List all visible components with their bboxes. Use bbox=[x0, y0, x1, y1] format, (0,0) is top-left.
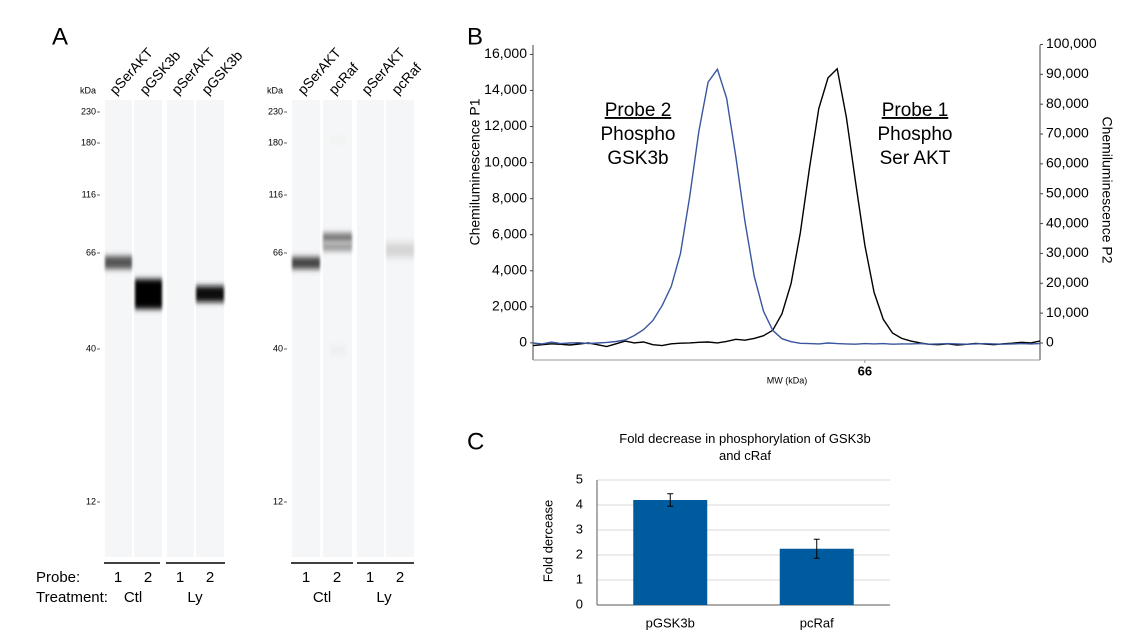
annotation: Phospho bbox=[877, 124, 952, 145]
probe-label: Probe: bbox=[36, 569, 80, 586]
marker-label: 180 bbox=[81, 137, 96, 147]
y-tick-label: 4 bbox=[576, 496, 583, 511]
y-tick-label: 2,000 bbox=[492, 298, 527, 314]
y-tick-label: 1 bbox=[576, 571, 583, 586]
probe-number: 2 bbox=[206, 569, 214, 586]
series-name: Probe 1 bbox=[882, 100, 949, 121]
y-tick-label: 0 bbox=[519, 334, 527, 350]
x-tick-label: pGSK3b bbox=[646, 615, 695, 630]
annotation: GSK3b bbox=[607, 148, 668, 169]
panel-label: C bbox=[467, 428, 484, 455]
y2-tick-label: 90,000 bbox=[1046, 65, 1089, 81]
treatment-label: Ctl bbox=[313, 589, 331, 606]
probe-number: 1 bbox=[302, 569, 310, 586]
marker-label: 116 bbox=[269, 189, 283, 199]
treatment-label: Ly bbox=[187, 589, 203, 606]
marker-label: 40 bbox=[86, 343, 96, 353]
y2-tick-label: 40,000 bbox=[1046, 214, 1089, 230]
marker-label: 230 bbox=[268, 106, 283, 116]
chart-title: Fold decrease in phosphorylation of GSK3… bbox=[619, 431, 871, 463]
marker-label: 40 bbox=[273, 343, 283, 353]
marker-label: 12 bbox=[86, 496, 96, 506]
kda-label: kDa bbox=[80, 85, 96, 95]
x-tick-label: pcRaf bbox=[800, 615, 834, 630]
y2-tick-label: 70,000 bbox=[1046, 125, 1089, 141]
y2-tick-label: 50,000 bbox=[1046, 184, 1089, 200]
y-tick-label: 4,000 bbox=[492, 261, 527, 277]
probe-number: 2 bbox=[144, 569, 152, 586]
y-tick-label: 2 bbox=[576, 546, 583, 561]
y2-tick-label: 0 bbox=[1046, 334, 1054, 350]
treatment-label: Treatment: bbox=[36, 589, 108, 606]
series-line bbox=[532, 67, 1041, 345]
y2-axis-label: Chemiluminescence P2 bbox=[1099, 116, 1115, 263]
y-tick-label: 5 bbox=[576, 471, 583, 486]
x-axis-label: MW (kDa) bbox=[767, 375, 808, 385]
y2-tick-label: 80,000 bbox=[1046, 95, 1089, 111]
y2-tick-label: 60,000 bbox=[1046, 155, 1089, 171]
y-tick-label: 8,000 bbox=[492, 189, 527, 205]
marker-label: 180 bbox=[268, 137, 283, 147]
panel-label: A bbox=[52, 23, 68, 50]
probe-number: 2 bbox=[396, 569, 404, 586]
y-tick-label: 14,000 bbox=[484, 81, 527, 97]
probe-number: 1 bbox=[176, 569, 184, 586]
probe-number: 2 bbox=[333, 569, 341, 586]
treatment-label: Ctl bbox=[124, 589, 142, 606]
y-tick-label: 3 bbox=[576, 521, 583, 536]
y-tick-label: 12,000 bbox=[484, 117, 527, 133]
y-tick-label: 10,000 bbox=[484, 153, 527, 169]
y-tick-label: 0 bbox=[576, 596, 583, 611]
marker-label: 66 bbox=[273, 247, 283, 257]
bar bbox=[633, 500, 708, 605]
panel-label: B bbox=[467, 23, 483, 50]
marker-label: 230 bbox=[81, 106, 96, 116]
y2-tick-label: 20,000 bbox=[1046, 274, 1089, 290]
y2-tick-label: 30,000 bbox=[1046, 244, 1089, 260]
y-axis-label: Fold dercease bbox=[540, 500, 555, 582]
gel-lanes bbox=[105, 100, 414, 557]
probe-number: 1 bbox=[366, 569, 374, 586]
annotation: Ser AKT bbox=[880, 148, 951, 169]
gel-bands bbox=[105, 138, 414, 353]
marker-label: 12 bbox=[273, 496, 283, 506]
y2-tick-label: 10,000 bbox=[1046, 304, 1089, 320]
y-tick-label: 6,000 bbox=[492, 225, 527, 241]
x-tick-label: 66 bbox=[858, 363, 872, 378]
y-tick-label: 16,000 bbox=[484, 45, 527, 61]
y2-tick-label: 100,000 bbox=[1046, 35, 1097, 51]
series-name: Probe 2 bbox=[605, 100, 672, 121]
marker-label: 116 bbox=[82, 189, 96, 199]
series-line bbox=[532, 67, 1041, 348]
probe-number: 1 bbox=[114, 569, 122, 586]
marker-label: 66 bbox=[86, 247, 96, 257]
annotation: Phospho bbox=[600, 124, 675, 145]
treatment-label: Ly bbox=[376, 589, 392, 606]
y-axis-label: Chemiluminescence P1 bbox=[467, 98, 483, 245]
kda-label: kDa bbox=[267, 85, 283, 95]
